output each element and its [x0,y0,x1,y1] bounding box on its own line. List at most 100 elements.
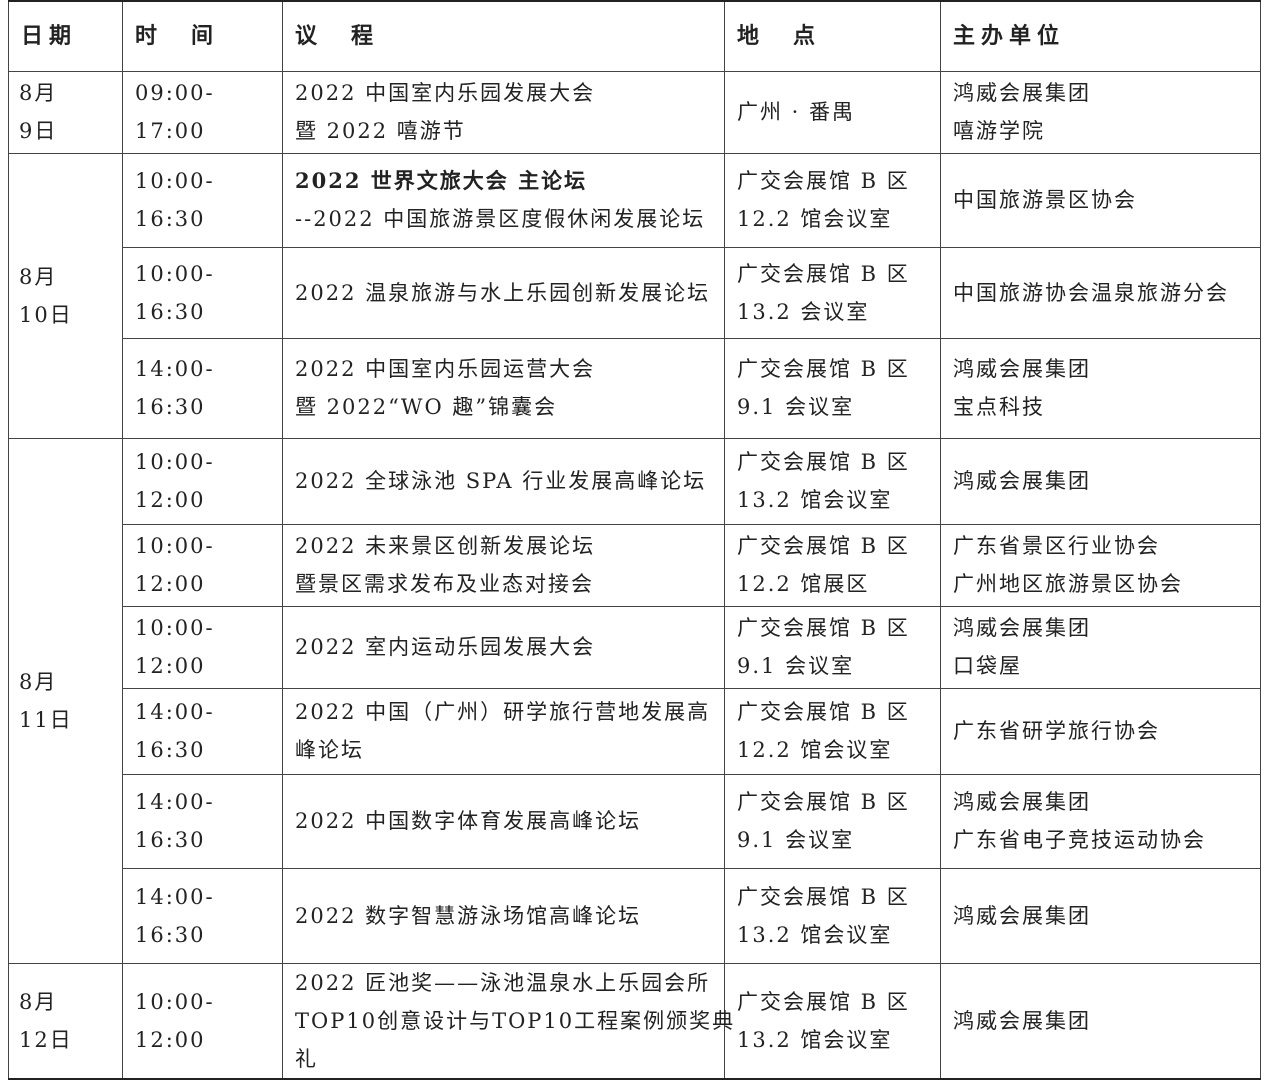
agenda-line: 峰论坛 [295,738,364,762]
agenda-line: 2022 世界文旅大会 主论坛 [295,168,588,193]
venue-line: 9.1 会议室 [737,395,855,419]
agenda-line: 2022 全球泳池 SPA 行业发展高峰论坛 [295,469,707,493]
host-line: 鸿威会展集团 [953,790,1091,814]
host-line: 鸿威会展集团 [953,616,1091,640]
table-row: 10:00-12:00 2022 室内运动乐园发展大会 广交会展馆 B 区 9.1 会… [9,605,1261,689]
time-cell: 09:00-17:00 [122,70,283,154]
host-line: 鸿威会展集团 [953,1008,1091,1033]
host-line: 广东省电子竞技运动协会 [953,828,1206,852]
agenda-cell: 2022 中国（广州）研学旅行营地发展高 峰论坛 [282,687,725,775]
venue-line: 广交会展馆 B 区 [737,989,910,1014]
header-host: 主办单位 [940,0,1261,72]
agenda-line: 暨 2022“WO 趣”锦囊会 [295,395,558,419]
agenda-line: --2022 中国旅游景区度假休闲发展论坛 [295,207,706,231]
time-cell: 10:00-12:00 [122,962,283,1079]
table-row: 8月 12日 10:00-12:00 2022 匠池奖——泳池温泉水上乐园会所 TOP1… [8,962,1261,1079]
date-cell: 8月 12日 [8,962,123,1079]
host-cell: 中国旅游协会温泉旅游分会 [940,246,1261,339]
venue-line: 广交会展馆 B 区 [737,169,910,193]
time-cell: 10:00-16:30 [122,152,283,248]
venue-cell: 广交会展馆 B 区 13.2 馆会议室 [724,867,941,964]
table-row: 14:00-16:30 2022 中国数字体育发展高峰论坛 广交会展馆 B 区 9.1… [9,773,1261,869]
time-cell: 10:00-12:00 [122,437,283,525]
venue-line: 广交会展馆 B 区 [737,616,910,640]
venue-cell: 广交会展馆 B 区 13.2 馆会议室 [724,437,941,525]
host-line: 鸿威会展集团 [953,357,1091,381]
time-cell: 10:00-12:00 [122,523,283,607]
table-row: 8月 11日 10:00-12:00 2022 全球泳池 SPA 行业发展高峰论坛 广交… [8,437,1261,964]
agenda-line: 2022 中国室内乐园发展大会 [295,81,596,105]
table-row: 14:00-16:30 2022 中国（广州）研学旅行营地发展高 峰论坛 广交会展馆 … [9,687,1261,775]
host-cell: 广东省研学旅行协会 [940,687,1261,775]
venue-cell: 广交会展馆 B 区 13.2 馆会议室 [724,962,941,1079]
agenda-cell: 2022 世界文旅大会 主论坛 --2022 中国旅游景区度假休闲发展论坛 [282,152,725,248]
host-cell: 鸿威会展集团 [940,437,1261,525]
host-line: 广东省景区行业协会 [953,534,1160,558]
venue-cell: 广交会展馆 B 区 9.1 会议室 [724,337,941,439]
agenda-cell: 2022 温泉旅游与水上乐园创新发展论坛 [282,246,725,339]
table-row: 14:00-16:30 2022 数字智慧游泳场馆高峰论坛 广交会展馆 B 区 13.… [9,867,1261,964]
venue-cell: 广交会展馆 B 区 9.1 会议室 [724,773,941,869]
date-line: 8月 [19,264,58,289]
venue-line: 13.2 会议室 [737,299,870,324]
agenda-line: 2022 温泉旅游与水上乐园创新发展论坛 [295,280,711,305]
time-cell: 14:00-16:30 [122,773,283,869]
host-line: 中国旅游协会温泉旅游分会 [953,280,1229,305]
table-row: 10:00-16:30 2022 温泉旅游与水上乐园创新发展论坛 广交会展馆 B 区… [9,246,1261,339]
time-cell: 14:00-16:30 [122,867,283,964]
venue-line: 广州 · 番禺 [737,100,856,124]
agenda-cell: 2022 中国室内乐园发展大会暨 2022 嘻游节 [282,70,725,154]
header-time: 时 间 [122,0,283,72]
agenda-line: 暨 2022 嘻游节 [295,119,466,143]
table-row: 14:00-16:30 2022 中国室内乐园运营大会暨 2022“WO 趣”锦囊… [9,337,1261,439]
agenda-line: 2022 室内运动乐园发展大会 [295,635,596,659]
venue-cell: 广交会展馆 B 区 12.2 馆会议室 [724,152,941,248]
agenda-line: TOP10创意设计与TOP10工程案例颁奖典 [295,1008,736,1033]
venue-line: 广交会展馆 B 区 [737,534,910,558]
host-line: 嘻游学院 [953,119,1045,143]
host-cell: 中国旅游景区协会 [940,152,1261,248]
header-row: 日期 时 间 议 程 地 点 主办单位 [8,0,1261,72]
date-line: 9日 [19,119,58,143]
agenda-cell: 2022 中国室内乐园运营大会暨 2022“WO 趣”锦囊会 [282,337,725,439]
venue-line: 9.1 会议室 [737,654,855,678]
venue-cell: 广交会展馆 B 区 13.2 会议室 [724,246,941,339]
date-cell: 8月 9日 [8,70,123,154]
agenda-line: 2022 中国（广州）研学旅行营地发展高 [295,700,711,724]
host-line: 口袋屋 [953,654,1022,678]
venue-cell: 广交会展馆 B 区 12.2 馆会议室 [724,687,941,775]
venue-cell: 广交会展馆 B 区 9.1 会议室 [724,605,941,689]
venue-cell: 广州 · 番禺 [724,70,941,154]
host-line: 宝点科技 [953,395,1045,419]
date-cell: 8月 10日 [8,152,123,439]
agenda-cell: 2022 数字智慧游泳场馆高峰论坛 [282,867,725,964]
host-cell: 鸿威会展集团 口袋屋 [940,605,1261,689]
host-cell: 鸿威会展集团 [940,867,1261,964]
agenda-cell: 2022 未来景区创新发展论坛 暨景区需求发布及业态对接会 [282,523,725,607]
venue-line: 广交会展馆 B 区 [737,700,910,724]
header-date: 日期 [8,0,123,72]
date-line: 10日 [19,302,73,327]
venue-cell: 广交会展馆 B 区 12.2 馆展区 [724,523,941,607]
agenda-line: 2022 中国数字体育发展高峰论坛 [295,809,642,833]
date-line: 8月 [19,669,58,694]
venue-line: 广交会展馆 B 区 [737,357,910,381]
agenda-cell: 2022 全球泳池 SPA 行业发展高峰论坛 [282,437,725,525]
time-cell: 10:00-12:00 [122,605,283,689]
venue-line: 13.2 馆会议室 [737,488,893,512]
date-line: 8月 [19,81,58,105]
header-venue: 地 点 [724,0,941,72]
venue-line: 12.2 馆展区 [737,572,870,596]
agenda-cell: 2022 室内运动乐园发展大会 [282,605,725,689]
time-cell: 14:00-16:30 [122,687,283,775]
agenda-line: 2022 数字智慧游泳场馆高峰论坛 [295,903,642,928]
date-line: 11日 [19,707,73,732]
agenda-line: 礼 [295,1046,318,1071]
venue-line: 广交会展馆 B 区 [737,450,910,474]
date-cell: 8月 11日 [8,437,123,964]
table-row: 8月 10日 10:00-16:30 2022 世界文旅大会 主论坛 --2022 中国… [8,152,1261,439]
venue-line: 广交会展馆 B 区 [737,261,910,286]
host-line: 鸿威会展集团 [953,81,1091,105]
agenda-cell: 2022 匠池奖——泳池温泉水上乐园会所 TOP10创意设计与TOP10工程案例颁… [282,962,736,1079]
table-row: 10:00-12:00 2022 未来景区创新发展论坛 暨景区需求发布及业态对接会广… [9,523,1261,607]
